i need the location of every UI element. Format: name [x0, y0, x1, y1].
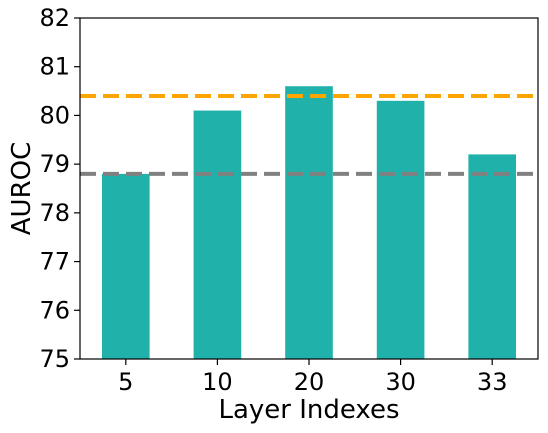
y-tick-label: 75	[39, 345, 70, 373]
x-tick-label: 20	[294, 368, 325, 396]
y-tick-label: 80	[39, 101, 70, 129]
x-tick-label: 10	[202, 368, 233, 396]
y-tick-label: 81	[39, 53, 70, 81]
x-axis-title: Layer Indexes	[218, 395, 399, 425]
y-tick-label: 76	[39, 296, 70, 324]
y-axis-ticks: 75 76 77 78 79 80 81 82	[39, 4, 80, 373]
plot-frame	[79, 17, 539, 360]
y-tick-label: 78	[39, 199, 70, 227]
x-tick-label: 33	[477, 368, 508, 396]
bar-33	[468, 154, 517, 359]
bar-30	[376, 100, 425, 360]
bars	[101, 86, 517, 360]
bar-10	[193, 110, 242, 359]
x-tick-label: 5	[118, 368, 133, 396]
reference-lines	[80, 93, 538, 176]
y-tick-label: 79	[39, 150, 70, 178]
x-axis-ticks: 5 10 20 30 33	[118, 359, 507, 396]
x-tick-label: 30	[385, 368, 416, 396]
y-axis-title: AUROC	[7, 142, 37, 236]
bar-20	[285, 86, 333, 359]
y-tick-label: 82	[39, 4, 70, 32]
y-tick-label: 77	[39, 248, 70, 276]
bar-5	[101, 173, 150, 359]
